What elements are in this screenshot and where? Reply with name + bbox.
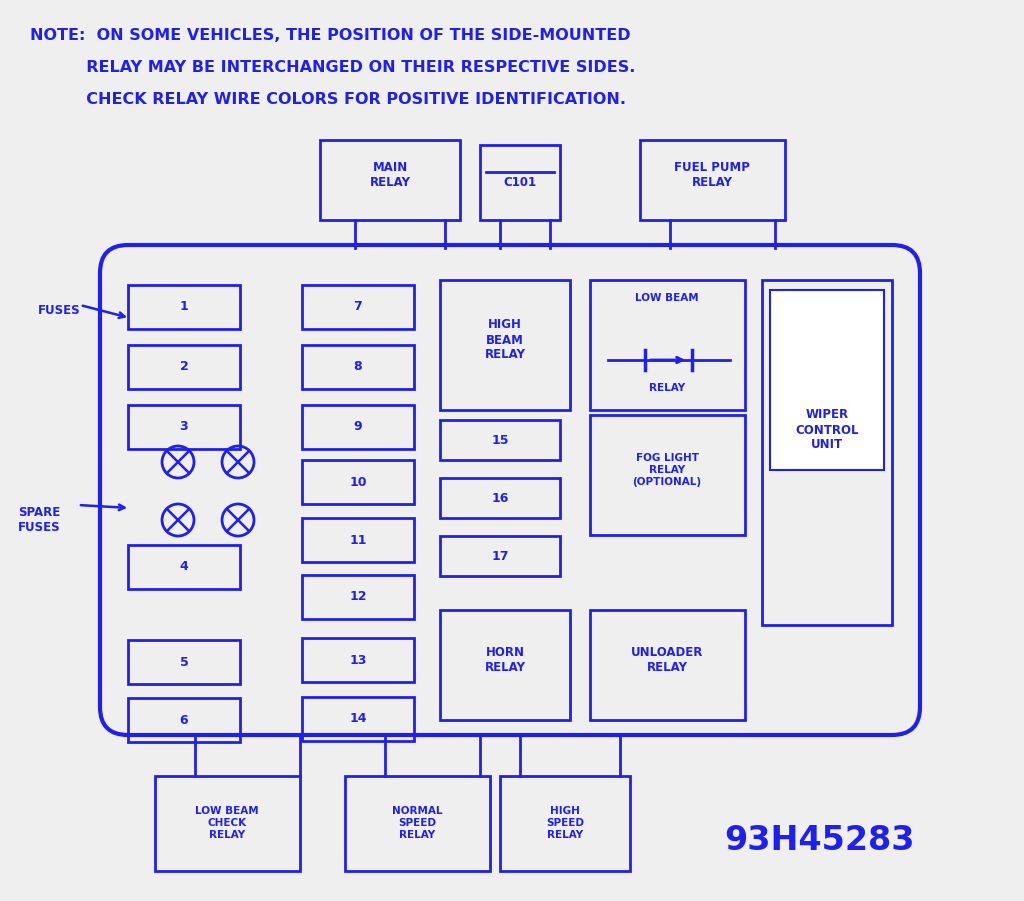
Text: 93H45283: 93H45283 (725, 824, 915, 857)
Text: 7: 7 (353, 301, 362, 314)
Text: 15: 15 (492, 433, 509, 447)
Bar (500, 776, 630, 871)
Text: WIPER
CONTROL
UNIT: WIPER CONTROL UNIT (796, 408, 859, 451)
Text: LOW BEAM
CHECK
RELAY: LOW BEAM CHECK RELAY (196, 806, 259, 840)
Text: 3: 3 (179, 421, 188, 433)
Bar (345, 776, 490, 871)
Text: 5: 5 (179, 656, 188, 669)
Bar (128, 345, 240, 389)
Bar (302, 345, 414, 389)
Text: 17: 17 (492, 550, 509, 562)
Bar (440, 536, 560, 576)
Text: HIGH
SPEED
RELAY: HIGH SPEED RELAY (546, 806, 584, 840)
Bar (302, 285, 414, 329)
Bar (319, 140, 460, 220)
Bar (302, 697, 414, 741)
Text: 8: 8 (353, 360, 362, 374)
Text: C101: C101 (504, 177, 537, 189)
Bar (770, 290, 884, 470)
Text: 9: 9 (353, 421, 362, 433)
Text: FOG LIGHT
RELAY
(OPTIONAL): FOG LIGHT RELAY (OPTIONAL) (633, 453, 701, 487)
Text: FUSES: FUSES (38, 304, 81, 316)
Text: 6: 6 (179, 714, 188, 726)
Text: RELAY MAY BE INTERCHANGED ON THEIR RESPECTIVE SIDES.: RELAY MAY BE INTERCHANGED ON THEIR RESPE… (30, 60, 635, 75)
Bar (440, 420, 560, 460)
Bar (440, 478, 560, 518)
Text: UNLOADER
RELAY: UNLOADER RELAY (631, 646, 703, 674)
Bar (302, 575, 414, 619)
Bar (590, 280, 745, 410)
Bar (128, 545, 240, 589)
Text: 2: 2 (179, 360, 188, 374)
Text: HIGH
BEAM
RELAY: HIGH BEAM RELAY (484, 318, 525, 361)
Text: LOW BEAM: LOW BEAM (635, 293, 698, 303)
Bar (302, 638, 414, 682)
Bar (302, 518, 414, 562)
Text: SPARE
FUSES: SPARE FUSES (18, 506, 60, 534)
Bar (302, 460, 414, 504)
Bar (128, 640, 240, 684)
Text: HORN
RELAY: HORN RELAY (484, 646, 525, 674)
Bar (762, 280, 892, 625)
Bar (590, 610, 745, 720)
Text: 16: 16 (492, 492, 509, 505)
Text: MAIN
RELAY: MAIN RELAY (370, 161, 411, 189)
Bar (128, 698, 240, 742)
Bar (590, 415, 745, 535)
Bar (480, 145, 560, 220)
Text: 11: 11 (349, 533, 367, 547)
Text: 4: 4 (179, 560, 188, 574)
Bar (440, 280, 570, 410)
Text: 14: 14 (349, 713, 367, 725)
Text: 13: 13 (349, 653, 367, 667)
Text: CHECK RELAY WIRE COLORS FOR POSITIVE IDENTIFICATION.: CHECK RELAY WIRE COLORS FOR POSITIVE IDE… (30, 92, 626, 107)
Text: NOTE:  ON SOME VEHICLES, THE POSITION OF THE SIDE-MOUNTED: NOTE: ON SOME VEHICLES, THE POSITION OF … (30, 28, 631, 43)
Bar (440, 610, 570, 720)
Bar (128, 285, 240, 329)
Text: 12: 12 (349, 590, 367, 604)
Text: FUEL PUMP
RELAY: FUEL PUMP RELAY (674, 161, 750, 189)
Bar (155, 776, 300, 871)
Bar (640, 140, 785, 220)
Text: RELAY: RELAY (649, 383, 685, 393)
Text: NORMAL
SPEED
RELAY: NORMAL SPEED RELAY (392, 806, 442, 840)
Bar (128, 405, 240, 449)
Text: 10: 10 (349, 476, 367, 488)
Bar (302, 405, 414, 449)
Text: 1: 1 (179, 301, 188, 314)
